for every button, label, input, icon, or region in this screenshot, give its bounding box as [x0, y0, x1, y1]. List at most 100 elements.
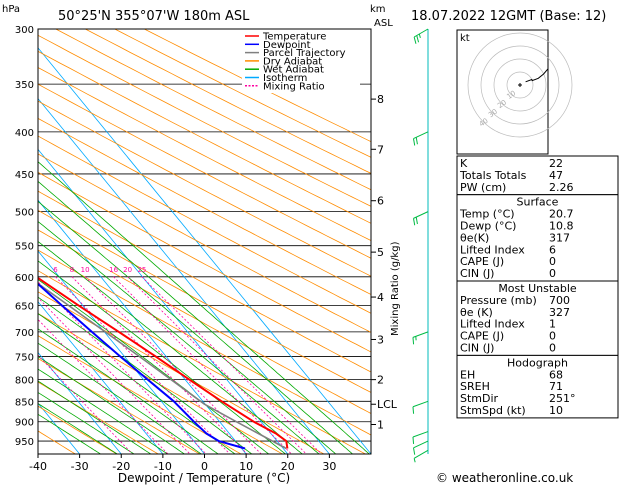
barb-shaft [413, 28, 429, 38]
mixing-ratio-label: 8 [70, 266, 74, 274]
wind-barb [412, 331, 429, 345]
dry-adiabat-line [38, 249, 371, 436]
x-tick-label: -20 [112, 460, 130, 473]
pressure-tick-label: 300 [15, 25, 34, 36]
dewpoint-line [38, 282, 246, 450]
index-value: 0 [549, 255, 556, 268]
indices-table: K 22 Totals Totals 47 PW (cm) 2.26 SurfaceTemp… [456, 155, 619, 419]
index-value: 71 [549, 380, 563, 393]
barb-flag [412, 337, 415, 345]
barb-flag [413, 36, 417, 44]
mixing-ratio-line [38, 318, 169, 454]
km-tick-label: 3 [377, 333, 384, 346]
dry-adiabat-line [38, 209, 371, 393]
dry-adiabat-line [38, 229, 371, 414]
dry-adiabat-line [38, 291, 325, 454]
index-value: 1 [549, 318, 556, 331]
index-value: 251° [549, 392, 576, 405]
parcel-trajectory-line [38, 282, 287, 450]
location-title: 50°25'N 355°07'W 180m ASL [58, 9, 250, 24]
index-label: Dewp (°C) [460, 220, 516, 233]
index-label: StmDir [460, 392, 499, 405]
pressure-tick-label: 700 [15, 328, 34, 339]
hodograph-ring-label: 10 [505, 89, 517, 101]
temperature-line [38, 276, 289, 449]
index-value: 0 [549, 330, 556, 343]
hodograph-ring-label: 30 [487, 108, 499, 120]
x-tick-label: -10 [154, 460, 172, 473]
mixing-ratio-line [84, 276, 262, 454]
legend-background [242, 31, 360, 93]
barb-flag [413, 447, 416, 455]
isotherm-line [38, 250, 205, 454]
dry-adiabat-line [38, 381, 159, 454]
barb-shaft [412, 331, 429, 338]
index-label: SREH [460, 380, 490, 393]
wet-adiabat-line [38, 200, 337, 454]
hodograph-unit-label: kt [460, 33, 470, 44]
index-value: 47 [549, 169, 563, 182]
barb-flag [412, 436, 415, 445]
km-tick-label: 4 [377, 291, 384, 304]
legend-item-label: Isotherm [263, 73, 307, 84]
mixing-ratio-label: 6 [53, 266, 58, 274]
wet-adiabat-line [38, 356, 185, 454]
wet-adiabat-line [38, 313, 236, 454]
index-value: 317 [549, 231, 570, 244]
index-label: Lifted Index [460, 243, 525, 256]
wind-barb [412, 431, 429, 445]
barb-flag [416, 35, 420, 43]
x-axis-label: Dewpoint / Temperature (°C) [118, 471, 290, 485]
hodograph-ring [480, 45, 560, 125]
pressure-tick-label: 600 [15, 273, 34, 284]
x-tick-label: 0 [201, 460, 208, 473]
km-tick-label: 8 [377, 93, 384, 106]
pressure-tick-label: 750 [15, 353, 34, 364]
isotherm-line [38, 351, 122, 454]
barb-flag [413, 458, 416, 463]
legend-item-label: Dry Adiabat [263, 56, 322, 67]
mixing-ratio-line [141, 276, 322, 454]
index-value: 0 [549, 267, 556, 280]
wet-adiabat-line [38, 221, 320, 454]
dry-adiabat-line [38, 153, 371, 333]
wind-barb [412, 400, 429, 414]
dry-adiabat-line [38, 34, 371, 207]
mixing-ratio-line [127, 276, 307, 454]
mixing-ratio-label: 25 [137, 266, 146, 274]
pressure-tick-label: 800 [15, 376, 34, 387]
wet-adiabat-line [38, 403, 118, 454]
hpa-unit-label: hPa [2, 4, 20, 15]
legend-item-label: Mixing Ratio [263, 81, 325, 92]
wet-adiabat-line [38, 368, 168, 454]
skewt-axes: 3003504004505005506006507007508008509009… [15, 25, 398, 473]
skewt-series [38, 276, 289, 450]
isotherm-line [38, 199, 247, 454]
x-tick-label: -40 [29, 460, 47, 473]
index-label: CAPE (J) [460, 255, 504, 268]
legend-item-label: Dewpoint [263, 40, 311, 51]
wet-adiabat-line [38, 380, 152, 454]
index-value: 10 [549, 404, 563, 417]
mixing-ratio-axis-label: Mixing Ratio (g/kg) [390, 241, 401, 336]
pressure-tick-label: 400 [15, 128, 34, 139]
mixing-ratio-label: 20 [123, 266, 132, 274]
barb-shaft [412, 400, 429, 408]
wet-adiabat-line [38, 180, 353, 454]
wind-barb [413, 211, 429, 226]
mixing-ratio-label: 16 [109, 266, 118, 274]
wet-adiabat-line [38, 342, 202, 454]
index-label: Totals Totals [459, 169, 527, 182]
mixing-ratio-line [38, 297, 191, 454]
hodograph-ring [506, 71, 534, 99]
barb-flag [413, 138, 416, 146]
hodograph-ring [467, 32, 573, 138]
barb-shaft [413, 440, 429, 449]
hodograph-ring [493, 58, 547, 112]
dry-adiabat-line [38, 100, 371, 277]
skewt-grid: 12346810162025 [38, 29, 371, 454]
x-tick-label: 30 [322, 460, 336, 473]
wet-adiabat-line [38, 328, 219, 454]
hodograph-ring-label: 20 [496, 98, 508, 110]
